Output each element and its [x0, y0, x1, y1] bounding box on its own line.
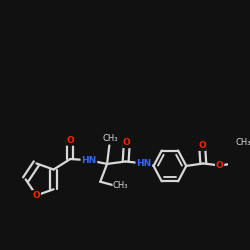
Text: O: O [198, 141, 206, 150]
Text: HN: HN [136, 159, 152, 168]
Text: O: O [32, 191, 40, 200]
Text: HN: HN [81, 156, 96, 165]
Text: O: O [66, 136, 74, 145]
Text: CH₃: CH₃ [102, 134, 118, 143]
Text: CH₃: CH₃ [113, 181, 128, 190]
Text: O: O [123, 138, 131, 147]
Text: O: O [216, 161, 224, 170]
Text: CH₃: CH₃ [235, 138, 250, 147]
